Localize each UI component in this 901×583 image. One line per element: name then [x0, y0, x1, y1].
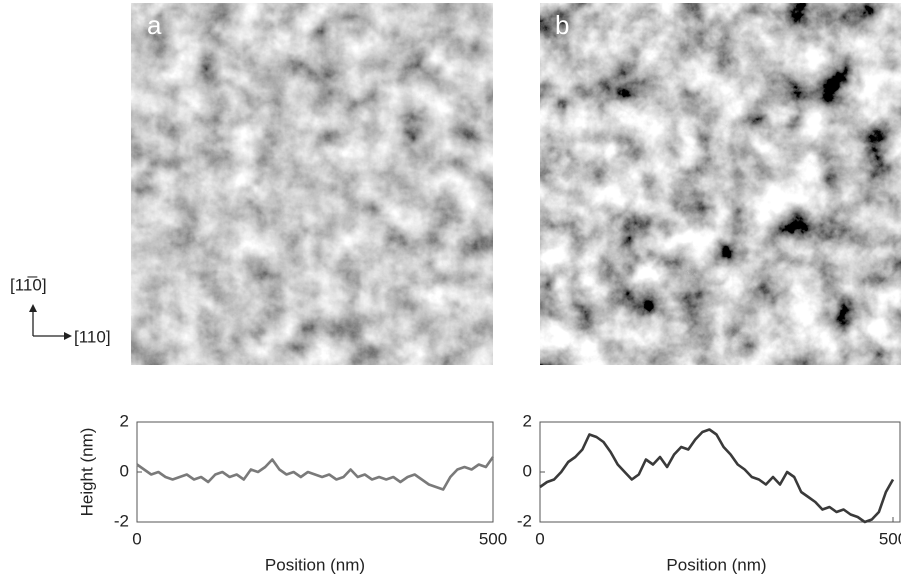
arrow-head [64, 332, 72, 340]
y-axis-label: Height (nm) [77, 428, 96, 517]
profile-line [136, 456, 495, 491]
y-tick-label: 0 [523, 461, 532, 480]
panel-label: b [555, 10, 569, 40]
y-tick-label: -2 [114, 511, 129, 530]
plot-frame [136, 421, 494, 523]
y-tick-label: -2 [517, 511, 532, 530]
afm-image [131, 3, 493, 365]
arrow-head [29, 304, 37, 312]
y-tick-label: 2 [523, 411, 532, 430]
x-axis-label: Position (nm) [666, 555, 766, 574]
direction-label: [11̅0] [10, 275, 47, 294]
afm-image [540, 3, 901, 365]
profile-line [539, 428, 895, 524]
y-tick-label: 2 [120, 411, 129, 430]
panel-label: a [147, 10, 162, 40]
direction-label: [110] [74, 327, 111, 346]
x-tick-label: 500 [879, 529, 901, 548]
x-axis-label: Position (nm) [265, 555, 365, 574]
x-tick-label: 500 [479, 529, 507, 548]
x-tick-label: 0 [132, 529, 141, 548]
y-tick-label: 0 [120, 461, 129, 480]
x-tick-label: 0 [535, 529, 544, 548]
